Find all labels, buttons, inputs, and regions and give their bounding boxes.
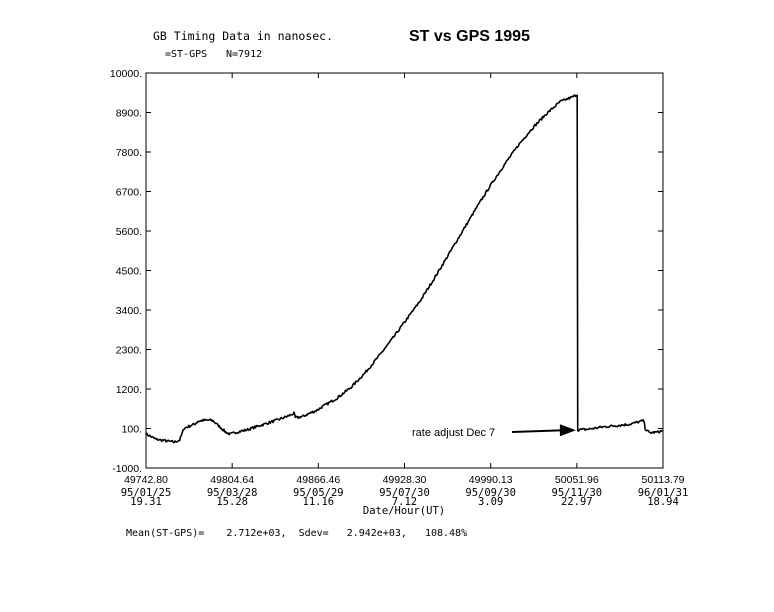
plot-frame: [145, 72, 664, 469]
y-tick-label: 2300.: [116, 345, 142, 357]
annotation-text: rate adjust Dec 7: [412, 427, 495, 439]
x-tick-label-date: 96/01/31: [638, 487, 689, 499]
stats-sdev-label: Sdev=: [298, 528, 329, 539]
y-axis: -1000. 100. 1200. 2300. 3400. 4500. 5600. 6700.…: [110, 68, 663, 475]
annotation-arrow-head: [559, 424, 576, 437]
y-tick-label: 1200.: [116, 384, 142, 396]
x-tick-label-date: 95/09/30: [465, 487, 516, 499]
stats-label: Mean(ST-GPS)=: [126, 528, 205, 539]
x-tick-label-hour: 22.97: [561, 496, 593, 508]
y-tick-label: 5600.: [116, 226, 142, 238]
y-tick-label: 10000.: [110, 68, 142, 80]
chart-title: ST vs GPS 1995: [409, 28, 530, 45]
x-tick-label-hour: 11.16: [303, 496, 335, 508]
y-tick-label: 3400.: [116, 305, 142, 317]
x-tick-label-hour: 15.28: [216, 496, 248, 508]
dataset-title: GB Timing Data in nanosec.: [153, 29, 334, 43]
series-st-gps-line: [145, 94, 664, 444]
x-tick-label-date: 95/07/30: [379, 487, 430, 499]
x-tick-label-mjd: 49990.13: [469, 474, 513, 486]
stats-sdev: 2.942e+03,: [346, 528, 407, 539]
x-tick-label-hour: 3.09: [478, 496, 503, 508]
x-tick-label-mjd: 50051.96: [555, 474, 599, 486]
count-label: N=7912: [226, 49, 263, 60]
x-tick-label-date: 95/01/25: [121, 487, 172, 499]
x-tick-label-mjd: 50113.79: [641, 474, 684, 486]
x-tick-label-mjd: 49742.80: [124, 474, 168, 486]
y-tick-label: 8900.: [116, 108, 142, 120]
stats-pct: 108.48%: [424, 528, 468, 539]
x-axis-label: Date/Hour(UT): [363, 505, 445, 517]
y-tick-label: 100.: [122, 424, 142, 436]
y-tick-label: 4500.: [116, 266, 142, 278]
x-tick-label-mjd: 49866.46: [296, 474, 340, 486]
x-tick-label-mjd: 49804.64: [210, 474, 254, 486]
y-tick-label: -1000.: [112, 463, 142, 475]
stats-mean: 2.712e+03,: [226, 528, 287, 539]
annotation-layer: rate adjust Dec 7: [412, 424, 576, 439]
x-tick-label-hour: 19.31: [130, 496, 162, 508]
x-tick-label-date: 95/03/28: [207, 487, 258, 499]
x-tick-label-hour: 18.94: [647, 496, 679, 508]
x-tick-label-hour: 7.12: [392, 496, 417, 508]
series-label: =ST-GPS: [165, 49, 208, 60]
x-tick-label-mjd: 49928.30: [383, 474, 427, 486]
y-tick-label: 7800.: [116, 147, 142, 159]
annotation-arrow-shaft: [511, 429, 564, 433]
x-tick-label-date: 95/05/29: [293, 487, 344, 499]
y-tick-label: 6700.: [116, 187, 142, 199]
stats-line: Mean(ST-GPS)= 2.712e+03, Sdev= 2.942e+03…: [126, 529, 467, 539]
x-tick-label-date: 95/11/30: [552, 487, 603, 499]
